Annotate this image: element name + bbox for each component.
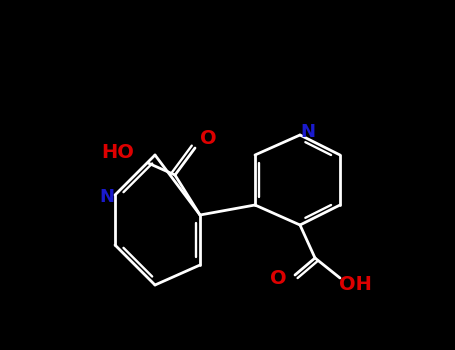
Text: OH: OH xyxy=(339,275,371,294)
Text: N: N xyxy=(100,188,115,206)
Text: HO: HO xyxy=(101,144,134,162)
Text: N: N xyxy=(300,123,315,141)
Text: O: O xyxy=(200,128,216,147)
Text: O: O xyxy=(270,268,286,287)
